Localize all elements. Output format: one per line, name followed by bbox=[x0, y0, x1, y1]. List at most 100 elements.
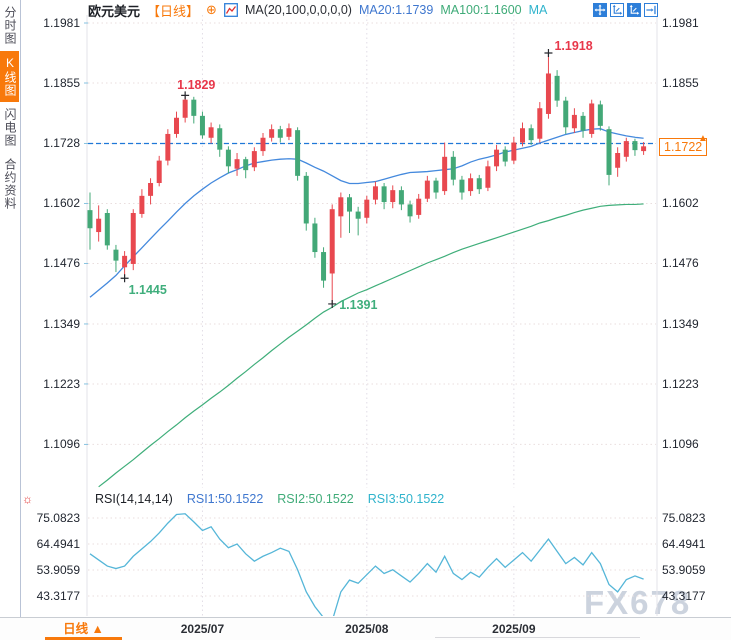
price-annotation: 1.1918 bbox=[554, 39, 593, 53]
candle-body bbox=[130, 213, 136, 264]
candle-body bbox=[641, 146, 647, 152]
candle-body bbox=[407, 204, 413, 217]
chart-toolbar bbox=[593, 3, 658, 17]
candle-body bbox=[545, 73, 551, 114]
candle-body bbox=[191, 99, 197, 116]
candle-body bbox=[234, 159, 240, 169]
y-axis-label: 1.1349 bbox=[43, 316, 80, 331]
candle-body bbox=[528, 128, 534, 141]
candle-body bbox=[381, 186, 387, 203]
candle-body bbox=[156, 160, 162, 183]
candle-body bbox=[165, 133, 171, 161]
ma100-line bbox=[98, 203, 644, 488]
candle-body bbox=[225, 149, 231, 167]
candle-body bbox=[113, 249, 119, 261]
extreme-marker-cross bbox=[544, 49, 553, 57]
candle-body bbox=[485, 166, 491, 188]
rsi2-value-label: RSI2:50.1522 bbox=[277, 492, 354, 506]
period-selector-button[interactable]: 日线 ▲ bbox=[45, 618, 122, 640]
candle-body bbox=[424, 180, 430, 199]
candle-body bbox=[606, 129, 612, 175]
price-annotation: 1.1445 bbox=[128, 283, 167, 298]
candle-body bbox=[295, 130, 301, 176]
scrollbar-track[interactable] bbox=[435, 637, 640, 638]
candle-body bbox=[364, 199, 370, 218]
candle-body bbox=[122, 255, 128, 268]
y-axis-label: 1.1981 bbox=[662, 16, 699, 30]
candle-body bbox=[347, 197, 352, 212]
price-up-arrow-icon: ▲ bbox=[698, 133, 708, 145]
x-axis-date-label: 2025/07 bbox=[180, 622, 225, 636]
rsi-header: ☼ RSI(14,14,14) RSI1:50.1522 RSI2:50.152… bbox=[22, 492, 444, 506]
candle-body bbox=[269, 129, 275, 138]
candle-body bbox=[217, 128, 223, 150]
collapse-right-icon[interactable] bbox=[644, 3, 658, 17]
y-axis-label: 64.4941 bbox=[36, 537, 80, 551]
candle-body bbox=[355, 211, 361, 219]
candle-body bbox=[174, 117, 179, 134]
line-chart-icon[interactable] bbox=[223, 3, 238, 17]
sidebar-item-lightning[interactable]: 闪电图 bbox=[3, 108, 17, 147]
ma-settings-label[interactable]: MA(20,100,0,0,0,0) bbox=[244, 3, 352, 17]
candle-body bbox=[277, 129, 283, 138]
y-axis-label: 1.1728 bbox=[43, 136, 80, 151]
watermark: FX678 bbox=[584, 584, 692, 621]
candle-body bbox=[468, 178, 474, 192]
candle-body bbox=[312, 223, 318, 253]
plus-circle-icon[interactable]: ⊕ bbox=[206, 2, 217, 17]
rsi-title[interactable]: RSI(14,14,14) bbox=[95, 492, 173, 506]
extreme-marker-cross bbox=[120, 274, 129, 283]
sidebar-item-contract-info[interactable]: 合约资料 bbox=[3, 158, 17, 210]
ma20-line bbox=[89, 128, 644, 298]
candle-body bbox=[520, 128, 525, 143]
sidebar-item-timeline[interactable]: 分时图 bbox=[3, 6, 17, 45]
candle-body bbox=[286, 128, 292, 137]
y-axis-label: 1.1223 bbox=[43, 376, 80, 391]
candle-body bbox=[494, 149, 500, 167]
y-axis-label: 1.1981 bbox=[43, 16, 80, 30]
candle-body bbox=[338, 197, 344, 217]
candle-body bbox=[571, 114, 577, 129]
y-axis-label: 64.4941 bbox=[662, 537, 706, 551]
pan-icon[interactable] bbox=[593, 3, 607, 17]
period-tag: 【日线】 bbox=[147, 3, 200, 19]
ma20-value-label: MA20:1.1739 bbox=[358, 3, 434, 17]
candle-body bbox=[104, 213, 110, 246]
candle-body bbox=[589, 103, 595, 134]
rsi3-value-label: RSI3:50.1522 bbox=[367, 492, 445, 506]
candle-body bbox=[459, 179, 465, 193]
candle-body bbox=[502, 149, 508, 162]
axis-scale-icon[interactable] bbox=[610, 3, 624, 17]
sidebar-item-kline[interactable]: K线图 bbox=[0, 51, 19, 102]
candle-body bbox=[563, 100, 569, 128]
candle-body bbox=[148, 183, 154, 196]
y-axis-label: 1.1855 bbox=[662, 76, 699, 90]
candle-body bbox=[251, 151, 257, 168]
candle-body bbox=[390, 190, 396, 203]
ma100-value-label: MA100:1.1600 bbox=[440, 3, 522, 17]
extreme-marker-cross bbox=[328, 299, 337, 308]
candle-body bbox=[597, 104, 603, 126]
x-axis-date-label: 2025/08 bbox=[345, 622, 389, 636]
candle-body bbox=[303, 175, 309, 224]
y-axis-label: 75.0823 bbox=[36, 511, 80, 525]
y-axis-label: 75.0823 bbox=[662, 511, 706, 525]
candle-body bbox=[243, 159, 249, 171]
candle-body bbox=[511, 142, 517, 161]
candle-body bbox=[537, 108, 543, 139]
rsi1-value-label: RSI1:50.1522 bbox=[186, 492, 264, 506]
candle-body bbox=[87, 210, 93, 229]
y-axis-label: 43.3177 bbox=[36, 589, 80, 603]
candle-body bbox=[321, 252, 327, 281]
candle-body bbox=[96, 218, 102, 233]
ma-extra-label: MA bbox=[528, 3, 548, 17]
candle-body bbox=[450, 156, 456, 180]
candle-body bbox=[329, 209, 335, 274]
indicator-settings-icon[interactable]: ☼ bbox=[22, 492, 33, 506]
price-annotation: 1.1391 bbox=[339, 297, 378, 312]
axis-scale-active-icon[interactable] bbox=[627, 3, 641, 17]
candle-body bbox=[182, 99, 188, 118]
y-axis-label: 1.1855 bbox=[43, 76, 80, 90]
